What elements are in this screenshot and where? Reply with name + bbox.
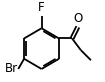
Text: O: O bbox=[73, 12, 83, 25]
Text: Br: Br bbox=[4, 62, 18, 75]
Text: F: F bbox=[38, 1, 45, 14]
